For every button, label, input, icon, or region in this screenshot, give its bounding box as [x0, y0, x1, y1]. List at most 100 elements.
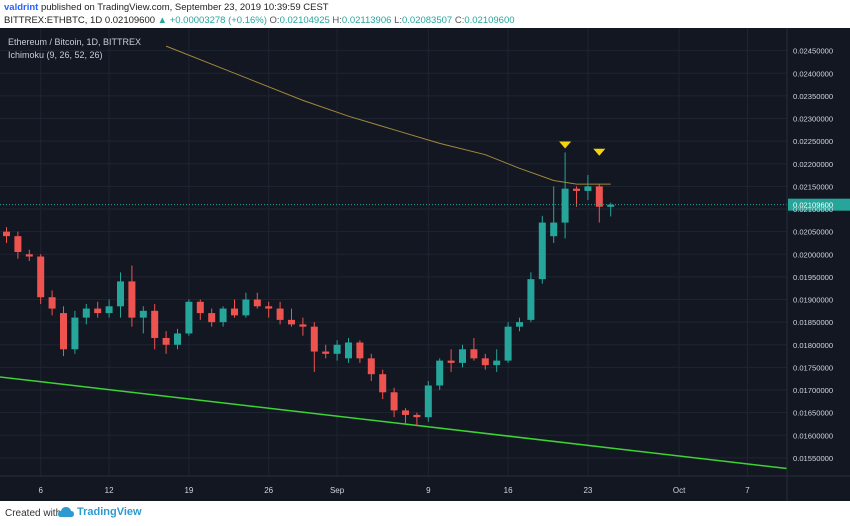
x-tick-label: Oct: [673, 486, 686, 495]
candle-up: [504, 322, 512, 363]
candle-down: [379, 369, 387, 400]
legend-indicator[interactable]: Ichimoku (9, 26, 52, 26): [8, 50, 103, 60]
x-tick-label: 9: [426, 486, 431, 495]
candle-down: [128, 265, 136, 327]
price-line-layer: 0.02109600: [0, 198, 850, 211]
candle-body: [162, 337, 170, 345]
candle-down: [470, 337, 478, 361]
candle-body: [299, 324, 307, 327]
candle-up: [242, 292, 250, 318]
high-value: 0.02113906: [341, 15, 392, 26]
y-tick-label: 0.02000000: [793, 250, 833, 259]
candle-down: [573, 186, 580, 207]
legend-symbol: Ethereum / Bitcoin, 1D, BITTREX: [8, 37, 142, 47]
candle-body: [276, 308, 284, 320]
candle-body: [196, 301, 204, 314]
candle-body: [208, 313, 216, 323]
candle-up: [105, 299, 113, 318]
candle-down: [253, 292, 261, 309]
last-price-label: 0.02109600: [793, 201, 833, 210]
published-text: published on TradingView.com, September …: [40, 2, 329, 13]
candle-body: [550, 222, 558, 237]
footer: Created with TradingView: [0, 501, 850, 526]
candle-up: [561, 152, 569, 239]
candle-up: [333, 340, 341, 361]
candle-up: [527, 272, 535, 323]
candle-body: [345, 342, 352, 359]
open-value: 0.02104925: [279, 15, 330, 26]
candle-down: [356, 340, 364, 363]
candle-body: [231, 308, 238, 316]
candlestick-chart[interactable]: 0.02109600 0.02450000 0.02400000 0.0235000…: [0, 28, 850, 501]
candle-down: [413, 412, 421, 427]
tradingview-brand[interactable]: TradingView: [58, 506, 142, 518]
candle-body: [151, 310, 159, 338]
candle-down: [299, 317, 307, 336]
candle-body: [379, 374, 387, 393]
x-tick-label: 19: [184, 486, 193, 495]
candle-body: [538, 222, 546, 280]
publish-line: valdrint published on TradingView.com, S…: [4, 2, 329, 13]
candle-body: [447, 360, 455, 363]
x-tick-label: 16: [504, 486, 513, 495]
candle-up: [345, 337, 352, 363]
candle-body: [139, 310, 147, 318]
close-label: C:: [454, 15, 465, 26]
candle-body: [128, 281, 136, 318]
candle-up: [493, 349, 501, 372]
author-name[interactable]: valdrint: [4, 2, 39, 13]
candle-up: [139, 306, 147, 334]
candle-down: [3, 227, 10, 243]
candle-body: [94, 308, 102, 314]
candle-up: [174, 328, 181, 350]
candle-body: [253, 299, 261, 307]
open-label: O:: [269, 15, 280, 26]
y-tick-label: 0.01650000: [793, 409, 833, 418]
candle-body: [504, 326, 512, 361]
candle-body: [14, 236, 22, 252]
candle-body: [310, 326, 318, 352]
candle-down: [48, 290, 56, 316]
candle-up: [436, 358, 444, 391]
candle-body: [390, 392, 398, 411]
candle-down: [265, 301, 273, 318]
candle-up: [71, 310, 79, 354]
y-tick-label: 0.01750000: [793, 363, 833, 372]
x-tick-label: Sep: [330, 486, 345, 495]
x-tick-label: 6: [38, 486, 43, 495]
candle-down: [231, 299, 238, 318]
candle-down: [196, 299, 204, 320]
low-label: L:: [394, 15, 402, 26]
last-price-tag: [788, 198, 850, 211]
candle-down: [94, 301, 102, 318]
candle-body: [25, 254, 33, 257]
x-tick-label: 23: [583, 486, 592, 495]
symbol-label: BITTREX:ETHBTC, 1D: [4, 15, 103, 26]
down-arrow-marker: [593, 148, 606, 156]
candle-body: [174, 333, 181, 345]
candle-body: [573, 188, 580, 191]
candle-body: [493, 360, 501, 366]
candle-body: [185, 301, 193, 334]
chart-header: valdrint published on TradingView.com, S…: [0, 0, 850, 28]
candle-down: [322, 344, 330, 359]
candle-up: [459, 344, 466, 368]
brand-name: TradingView: [77, 506, 142, 518]
candle-body: [527, 279, 535, 320]
candle-body: [595, 186, 603, 207]
low-value: 0.02083507: [402, 15, 453, 26]
price-change: ▲ +0.00003278 (+0.16%): [157, 15, 267, 26]
candle-body: [402, 410, 409, 415]
candle-body: [117, 281, 124, 307]
y-tick-label: 0.01900000: [793, 296, 833, 305]
candle-down: [60, 306, 67, 357]
down-arrow-marker: [559, 141, 572, 149]
trendline-layer: [0, 376, 787, 470]
candle-down: [25, 249, 33, 262]
candle-body: [82, 308, 90, 318]
candle-body: [242, 299, 250, 316]
candle-down: [14, 231, 22, 259]
candle-up: [550, 186, 558, 243]
y-tick-label: 0.01800000: [793, 341, 833, 350]
chart-area[interactable]: 0.02109600 0.02450000 0.02400000 0.0235000…: [0, 28, 850, 501]
